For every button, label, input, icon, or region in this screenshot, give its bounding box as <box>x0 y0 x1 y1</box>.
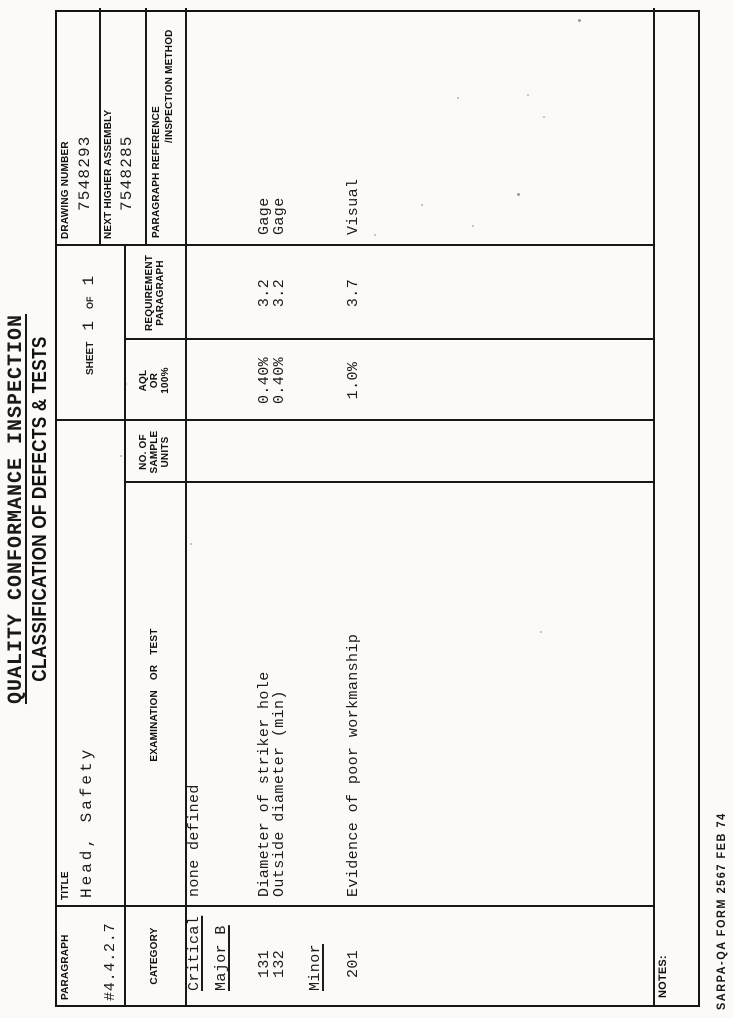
defect-132-requirement: 3.2 <box>271 278 288 308</box>
speck <box>120 455 122 457</box>
classification-table: PARAGRAPH #4.4.2.7 TITLE Head, Safety SH… <box>55 8 700 1007</box>
speck <box>421 204 423 206</box>
speck <box>578 19 581 22</box>
next-higher-assembly-label: NEXT HIGHER ASSEMBLY <box>103 109 114 239</box>
divider-drawing-nha <box>99 8 101 246</box>
aql-header-l3: 100% <box>160 367 171 394</box>
defect-201-requirement: 3.7 <box>345 278 362 308</box>
category-header: CATEGORY <box>149 927 160 985</box>
sheet-field: SHEET 1 OF 1 <box>80 275 98 375</box>
defect-201-aql: 1.0% <box>345 361 362 400</box>
category-major-b: Major B <box>213 925 230 991</box>
speck <box>190 543 192 545</box>
speck <box>540 631 542 633</box>
speck <box>543 116 545 118</box>
paragraph-label: PARAGRAPH <box>60 934 71 1000</box>
speck <box>457 97 459 99</box>
sheet-label: SHEET <box>85 341 96 375</box>
speck <box>517 193 520 196</box>
sheet-total: 1 <box>80 274 98 286</box>
defect-201-reference: Visual <box>345 178 362 235</box>
drawing-number-value: 7548293 <box>76 135 94 211</box>
examination-header: EXAMINATION OR TEST <box>149 628 160 762</box>
requirement-header-l1: REQUIREMENT <box>144 254 155 332</box>
defect-132-aql: 0.40% <box>271 357 288 405</box>
form-number: SARPA-QA FORM 2567 FEB 74 <box>716 812 728 1010</box>
page-subtitle: CLASSIFICATION OF DEFECTS & TESTS <box>29 336 51 682</box>
drawing-number-label: DRAWING NUMBER <box>60 141 71 239</box>
category-minor: Minor <box>307 943 324 991</box>
aql-header-l2: OR <box>149 372 160 389</box>
divider-category-col <box>57 905 654 907</box>
divider-exam-col <box>124 481 654 483</box>
speck <box>374 234 376 236</box>
aql-header-l1: AQL <box>138 369 149 392</box>
samples-header-l2: SAMPLE <box>149 430 160 474</box>
title-label: TITLE <box>60 871 71 900</box>
category-critical: Critical <box>186 915 203 991</box>
divider-aql-col <box>124 338 654 340</box>
notes-label: NOTES: <box>657 955 669 998</box>
sheet-of-label: OF <box>85 296 95 310</box>
reference-header-line1: PARAGRAPH REFERENCE <box>151 106 162 238</box>
title-value: Head, Safety <box>78 746 96 898</box>
reference-header-line2: /INSPECTION METHOD <box>164 29 175 143</box>
defect-201-number: 201 <box>345 949 362 978</box>
sheet-current: 1 <box>80 320 98 331</box>
paragraph-value: #4.4.2.7 <box>102 922 119 1001</box>
speck <box>527 94 529 96</box>
defect-132-reference: Gage <box>271 197 288 235</box>
defect-132-number: 132 <box>271 949 288 978</box>
samples-header-l3: UNITS <box>160 436 171 468</box>
next-higher-assembly-value: 7548285 <box>118 135 136 211</box>
speck <box>472 225 474 227</box>
samples-header-l1: NO. OF <box>138 434 149 470</box>
divider-header-row1 <box>124 244 126 1005</box>
defect-132-examination: Outside diameter (min) <box>271 690 288 897</box>
speck <box>125 383 127 385</box>
requirement-header-l2: PARAGRAPH <box>155 260 166 326</box>
examination-critical: none defined <box>186 784 203 897</box>
divider-nha-reference <box>145 8 147 246</box>
divider-notes-row <box>653 8 655 1005</box>
page-title: QUALITY CONFORMANCE INSPECTION <box>5 313 28 705</box>
defect-201-examination: Evidence of poor workmanship <box>345 633 362 897</box>
